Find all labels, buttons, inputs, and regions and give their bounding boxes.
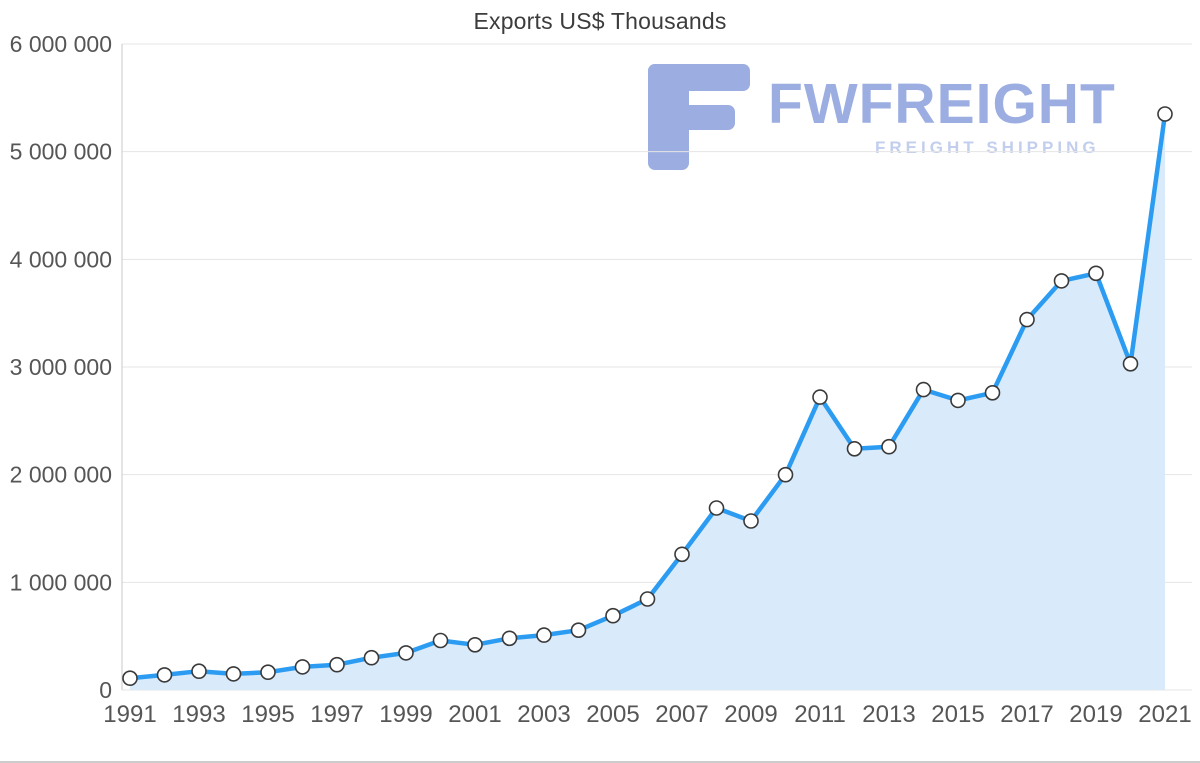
x-axis-tick-label: 1993 [172,701,225,728]
data-point-marker [501,630,518,647]
x-axis-tick-label: 1997 [310,701,363,728]
data-point-marker [777,466,794,483]
data-point-marker [329,656,345,673]
data-point-marker [191,663,207,680]
data-point-marker [743,513,759,529]
data-point-marker [881,438,897,455]
data-point-marker [605,607,621,624]
x-axis-tick-label: 2001 [448,701,501,728]
data-point-marker [432,632,449,649]
y-axis-labels: 0 1 000 000 2 000 000 3 000 000 4 000 000 5 0… [10,31,112,703]
x-axis-tick-label: 2005 [586,701,639,728]
data-point-marker [1157,106,1173,122]
data-point-marker [260,664,276,681]
x-axis-tick-label: 2011 [794,701,846,728]
y-axis-tick-label: 2 000 000 [10,462,112,488]
area-fill [130,114,1165,690]
data-point-marker [122,670,138,687]
data-point-marker [708,500,725,516]
y-axis-tick-label: 6 000 000 [10,31,112,57]
data-point-marker [156,667,173,683]
data-point-marker [467,636,483,653]
data-point-marker [225,666,242,682]
data-point-marker [536,627,552,643]
data-point-marker [398,645,414,661]
data-point-marker [812,389,828,405]
data-point-marker [984,384,1001,401]
data-point-marker [674,546,690,563]
data-point-marker [570,622,587,639]
data-point-marker [950,392,966,409]
x-axis-tick-label: 2015 [931,701,984,728]
data-point-marker [294,659,311,675]
x-axis-tick-label: 2013 [862,701,915,728]
y-axis-tick-label: 3 000 000 [10,354,112,380]
y-axis-tick-label: 4 000 000 [10,246,112,272]
data-point-marker [915,381,932,398]
x-axis-tick-label: 2009 [724,701,777,728]
data-point-marker [846,440,863,457]
x-axis-tick-label: 2017 [1000,701,1053,728]
chart-title: Exports US$ Thousands [473,8,727,34]
x-axis-tick-label: 2003 [517,701,570,728]
x-axis-tick-label: 2021 [1138,701,1191,728]
x-axis-tick-label: 2019 [1069,701,1122,728]
y-axis-tick-label: 5 000 000 [10,139,112,165]
x-axis-labels: 1991 1993 1995 1997 1999 2001 2003 2005 2007 2009… [103,701,1191,728]
data-point-marker [1019,311,1035,328]
data-point-marker [1053,273,1070,289]
x-axis-tick-label: 2007 [655,701,708,728]
data-point-marker [1088,265,1104,282]
x-axis-tick-label: 1995 [241,701,294,728]
data-point-marker [639,591,656,607]
x-axis-tick-label: 1999 [379,701,432,728]
x-axis-tick-label: 1991 [103,701,156,728]
data-point-marker [363,649,380,666]
y-axis-tick-label: 1 000 000 [10,569,112,595]
y-axis-tick-label: 0 [99,677,112,703]
data-point-marker [1122,355,1139,372]
data-point-markers [122,106,1173,687]
